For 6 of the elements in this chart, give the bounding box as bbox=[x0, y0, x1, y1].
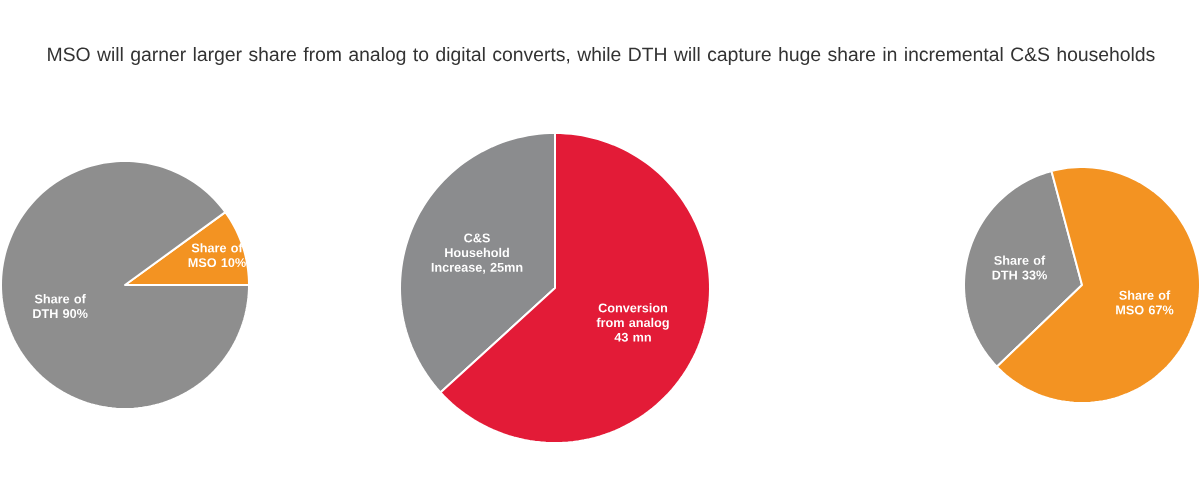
slice-label: Share of DTH 33% bbox=[992, 255, 1047, 280]
chart-title: MSO will garner larger share from analog to digital converts, while DTH will capture huge share in incremental C&S households bbox=[48, 46, 1155, 66]
slice-label: Share of MSO 67% bbox=[1116, 290, 1174, 315]
slice-label: Conversion from analog 43 mn bbox=[596, 303, 669, 342]
slice-label: Share of DTH 90% bbox=[33, 294, 88, 319]
slice-label: C&S Household Increase, 25mn bbox=[431, 233, 523, 274]
